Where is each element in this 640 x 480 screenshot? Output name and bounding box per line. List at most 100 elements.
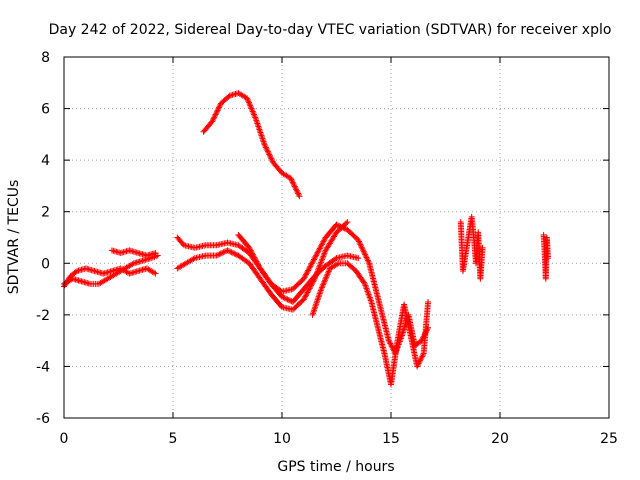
point-fill — [414, 351, 426, 368]
data-series — [61, 90, 551, 388]
point-fill — [312, 235, 328, 260]
point-fill — [175, 235, 186, 247]
point-fill — [310, 287, 324, 317]
point-fill — [193, 242, 208, 251]
point-fill — [145, 266, 158, 276]
series-track-j — [540, 231, 551, 282]
data-point — [296, 193, 303, 200]
point-fill — [413, 338, 424, 348]
point-fill — [290, 287, 306, 304]
point-fill — [323, 230, 339, 253]
point-fill — [204, 252, 219, 259]
point-fill — [345, 252, 360, 261]
x-axis-label: GPS time / hours — [277, 459, 394, 475]
point-fill — [312, 248, 329, 281]
point-fill — [219, 93, 232, 106]
point-fill — [114, 266, 127, 276]
series-track-i — [457, 213, 486, 282]
point-fill — [280, 294, 295, 305]
point-fill — [201, 119, 215, 134]
series-track-d — [174, 234, 362, 305]
point-fill — [355, 238, 372, 265]
point-fill — [337, 260, 349, 267]
point-fill — [323, 256, 339, 268]
point-fill — [379, 313, 392, 343]
grid-lines — [64, 57, 609, 418]
point-fill — [373, 287, 385, 317]
y-tick-label: 6 — [41, 102, 50, 118]
y-tick-label: -6 — [36, 411, 50, 427]
point-fill — [132, 258, 145, 266]
point-fill — [345, 227, 361, 242]
point-fill — [258, 277, 274, 296]
point-fill — [362, 282, 374, 304]
y-tick-label: 0 — [41, 256, 50, 272]
plot-frame — [63, 56, 610, 419]
y-tick-label: -2 — [36, 308, 50, 324]
point-fill — [280, 170, 293, 181]
point-fill — [420, 300, 431, 355]
series-track-b — [61, 252, 161, 287]
point-fill — [269, 281, 284, 294]
point-fill — [226, 240, 240, 248]
point-fill — [145, 250, 158, 259]
x-tick-label: 10 — [273, 431, 291, 447]
point-fill — [136, 250, 149, 259]
point-fill — [280, 304, 295, 313]
point-fill — [214, 248, 230, 258]
point-fill — [301, 256, 317, 281]
point-fill — [79, 278, 92, 287]
point-fill — [375, 326, 388, 356]
series-track-e — [174, 219, 351, 313]
point-fill — [244, 96, 259, 121]
series-track-c — [108, 247, 159, 259]
point-fill — [209, 101, 224, 124]
point-fill — [193, 252, 208, 261]
series-track-a — [61, 265, 159, 290]
point-fill — [366, 261, 379, 291]
point-fill — [328, 261, 341, 271]
point-fill — [247, 261, 263, 281]
point-fill — [335, 252, 349, 261]
point-fill — [262, 143, 276, 165]
series-track-f — [235, 221, 432, 357]
point-fill — [97, 276, 110, 287]
data-point — [311, 255, 318, 262]
point-fill — [401, 303, 414, 337]
x-tick-label: 20 — [491, 431, 509, 447]
point-fill — [225, 248, 241, 258]
point-fill — [291, 276, 306, 291]
point-fill — [269, 292, 285, 309]
point-fill — [318, 266, 333, 291]
point-fill — [84, 265, 97, 274]
point-fill — [271, 161, 284, 175]
point-fill — [127, 268, 140, 277]
point-fill — [253, 117, 268, 147]
data-point — [311, 275, 318, 282]
point-fill — [334, 222, 350, 233]
point-fill — [123, 261, 136, 271]
point-fill — [101, 268, 114, 277]
point-fill — [68, 269, 79, 279]
point-fill — [236, 233, 252, 250]
y-tick-label: 2 — [41, 205, 50, 221]
x-tick-label: 5 — [169, 431, 178, 447]
point-fill — [368, 300, 381, 330]
axis-ticks — [63, 56, 610, 419]
x-tick-label: 15 — [382, 431, 400, 447]
x-tick-labels: 0 5 10 15 20 25 — [60, 431, 618, 447]
y-tick-label: -4 — [36, 359, 50, 375]
point-fill — [477, 246, 486, 281]
point-fill — [353, 269, 367, 286]
point-fill — [468, 215, 477, 239]
point-fill — [71, 276, 83, 284]
data-point — [309, 311, 316, 318]
point-fill — [236, 243, 251, 256]
point-fill — [236, 253, 251, 266]
point-fill — [288, 176, 302, 198]
x-tick-label: 0 — [60, 431, 69, 447]
point-fill — [247, 246, 263, 271]
data-point — [224, 247, 231, 254]
series-track-g — [309, 260, 432, 388]
